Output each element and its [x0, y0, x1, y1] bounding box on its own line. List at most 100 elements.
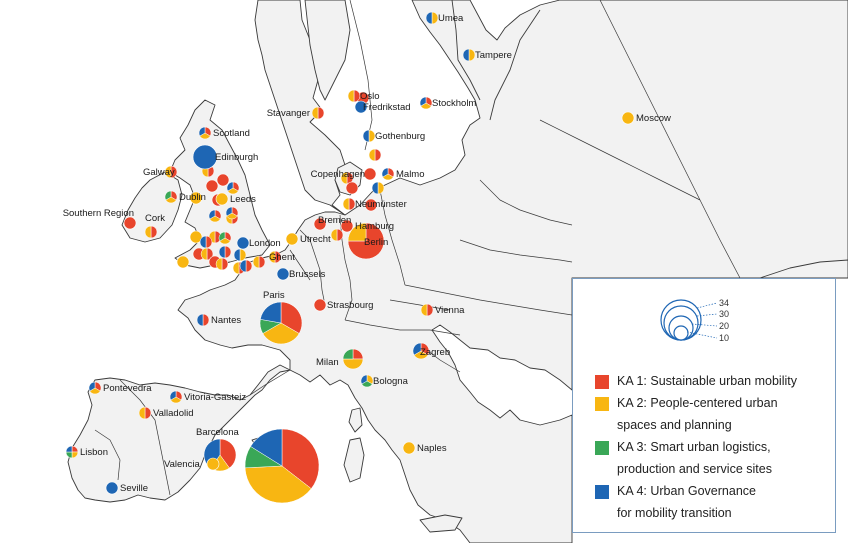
aggregate-pie-slice-ka4 [250, 428, 283, 467]
city-label-stockholm: Stockholm [432, 98, 476, 109]
city-pie-scotland [198, 126, 212, 140]
city-pie-unlabeled-8 [218, 231, 232, 245]
city-pie-unlabeled-16 [216, 173, 230, 187]
city-pie-unlabeled-16-slice [216, 173, 230, 187]
city-pie-unlabeled-26-slice-ka4 [225, 206, 233, 217]
city-pie-paris-slice-ka4 [260, 301, 282, 324]
city-pie-vienna [420, 303, 434, 317]
city-label-moscow: Moscow [636, 113, 671, 124]
city-label-neum-nster: Neumünster [355, 199, 407, 210]
city-pies [65, 11, 635, 504]
legend-item-ka2: KA 2: People-centered urban spaces and p… [595, 395, 778, 436]
city-pie-nantes-slice-ka1 [202, 313, 210, 327]
city-label-seville: Seville [120, 483, 148, 494]
mainland-europe [67, 0, 848, 543]
city-pie-vienna-slice-ka1 [426, 303, 434, 317]
city-pie-bremen [313, 217, 327, 231]
city-pie-dublin-slice-ka3 [164, 190, 172, 201]
city-pie-unlabeled-17-slice-ka4 [226, 181, 234, 192]
city-pie-nantes [196, 313, 210, 327]
city-pie-valladolid-slice-ka1 [144, 406, 152, 420]
city-pie-unlabeled-20-slice-ka2 [330, 228, 338, 242]
city-pie-unlabeled-27 [176, 255, 190, 269]
aggregate-pie-slice-ka1 [281, 428, 320, 489]
city-pie-valladolid [138, 406, 152, 420]
city-pie-ghent-slice-ka2 [268, 250, 276, 264]
city-pie-tampere-slice-ka4 [462, 48, 470, 62]
city-pie-unlabeled-21 [340, 171, 354, 185]
city-pie-dublin [164, 190, 178, 204]
city-pie-cork-slice-ka2 [144, 225, 152, 239]
city-pie-unlabeled-26 [225, 206, 239, 220]
city-pie-valencia [206, 457, 220, 471]
scale-label-10: 10 [719, 333, 729, 343]
city-pie-unlabeled-29-slice-ka2 [215, 257, 223, 271]
city-pie-vienna-slice-ka2 [420, 303, 428, 317]
land-masses [67, 0, 848, 543]
city-pie-edinburgh [192, 144, 218, 170]
city-label-strasbourg: Strasbourg [327, 300, 373, 311]
city-pie-strasbourg [313, 298, 327, 312]
legend-item-ka3: KA 3: Smart urban logistics, production … [595, 439, 772, 480]
ka1-swatch [595, 375, 609, 389]
city-pie-hamburg-slice [340, 219, 354, 233]
city-pie-unlabeled-12-slice-ka2 [239, 248, 247, 262]
legend-label-ka2: KA 2: People-centered urban spaces and p… [617, 392, 778, 436]
city-label-bologna: Bologna [373, 376, 409, 387]
city-pie-galway-slice-ka1 [170, 165, 178, 179]
legend-ka3-line1: KA 3: Smart urban logistics, [617, 440, 771, 454]
city-pie-fredrikstad-slice [354, 100, 368, 114]
city-pie-unlabeled-5-slice [189, 230, 203, 244]
city-label-southern-region: Southern Region [63, 208, 134, 219]
legend-item-ka4: KA 4: Urban Governance for mobility tran… [595, 483, 756, 524]
legend-panel: 34 30 20 10 KA 1: Sustainable urban mobi… [572, 278, 836, 533]
city-pie-bologna [360, 374, 374, 388]
city-pie-london [236, 236, 250, 250]
city-pie-naples-slice [402, 441, 416, 455]
city-pie-zagreb-slice-ka4 [412, 342, 422, 356]
city-pie-ghent [268, 250, 282, 264]
city-pie-unlabeled-27-slice [176, 255, 190, 269]
city-pie-cork-slice-ka1 [150, 225, 158, 239]
city-pie-galway-slice-ka2 [164, 165, 172, 179]
city-pie-unlabeled-21-slice-ka2 [340, 171, 348, 185]
city-pie-neum-nster [342, 197, 356, 211]
city-pie-seville [105, 481, 119, 495]
city-pie-unlabeled-20 [330, 228, 344, 242]
city-label-vienna: Vienna [435, 305, 465, 316]
city-pie-unlabeled-5 [189, 230, 203, 244]
city-pie-tampere-slice-ka2 [468, 48, 476, 62]
city-pie-unlabeled-19 [205, 179, 219, 193]
city-pie-unlabeled-8-slice-ka3 [218, 231, 226, 242]
city-pie-unlabeled-7-slice-ka4 [199, 235, 207, 249]
city-pie-unlabeled-10-slice-ka2 [200, 247, 208, 261]
city-label-copenhagen: Copenhagen [311, 169, 365, 180]
city-pie-lisbon-slice-ka4 [65, 445, 73, 453]
city-label-zagreb: Zagreb [420, 347, 450, 358]
city-pie-unlabeled-24 [368, 148, 382, 162]
city-pie-unlabeled-30-slice-ka1 [245, 259, 253, 273]
city-pie-cork [144, 225, 158, 239]
city-pie-naples [402, 441, 416, 455]
city-pie-unlabeled-30 [239, 259, 253, 273]
city-pie-unlabeled-28 [364, 198, 378, 212]
city-pie-unlabeled-19-slice [205, 179, 219, 193]
city-pie-gothenburg-slice-ka2 [368, 129, 376, 143]
city-pie-southern-region [123, 216, 137, 230]
sardinia [343, 437, 365, 483]
city-pie-bologna-slice-ka4 [360, 374, 368, 385]
city-label-paris: Paris [263, 290, 285, 301]
city-label-hamburg: Hamburg [355, 221, 394, 232]
city-pie-gothenburg-slice-ka4 [362, 129, 370, 143]
city-pie-strasbourg-slice [313, 298, 327, 312]
city-label-oslo: Oslo [360, 91, 380, 102]
city-pie-unlabeled-14-slice-ka2 [232, 261, 240, 275]
city-pie-berlin [347, 222, 385, 260]
city-pie-london-slice [236, 236, 250, 250]
scale-leader-20 [691, 323, 718, 327]
city-pie-oslo-slice-ka1 [353, 89, 361, 103]
city-pie-umea [425, 11, 439, 25]
legend-item-ka1: KA 1: Sustainable urban mobility [595, 373, 797, 392]
city-pie-unlabeled-3-slice-ka4 [208, 209, 216, 220]
